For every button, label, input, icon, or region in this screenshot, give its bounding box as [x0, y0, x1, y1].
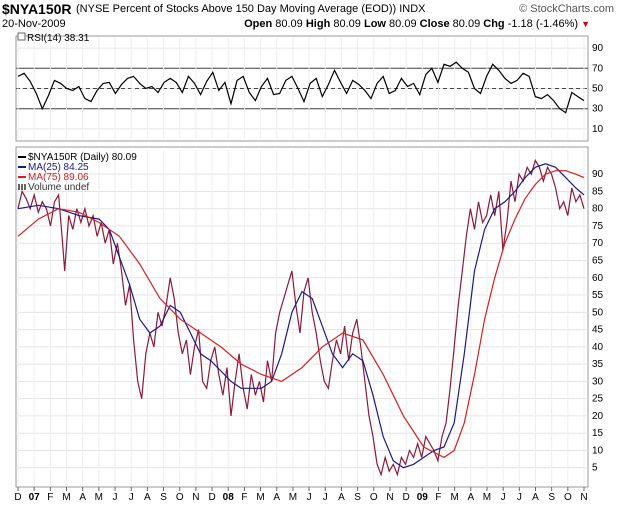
x-tick-label: S	[548, 492, 555, 503]
quote-date: 20-Nov-2009	[2, 18, 66, 30]
y-tick-label: 30	[592, 104, 604, 115]
x-tick-label: F	[47, 492, 53, 503]
x-tick-label: D	[14, 492, 21, 503]
x-tick-label: M	[62, 492, 70, 503]
series-line-ma-25-	[17, 163, 585, 469]
y-tick-label: 5	[592, 463, 598, 474]
x-tick-label: M	[483, 492, 491, 503]
symbol-description: (NYSE Percent of Stocks Above 150 Day Mo…	[76, 3, 426, 15]
x-tick-label: A	[532, 492, 539, 503]
x-tick-label: F	[241, 492, 247, 503]
x-tick-label: D	[208, 492, 215, 503]
x-tick-label: N	[386, 492, 393, 503]
y-tick-label: 90	[592, 43, 604, 54]
legend-price: $NYA150R (Daily) 80.09	[28, 152, 137, 163]
y-tick-label: 25	[592, 394, 604, 405]
x-tick-label: J	[307, 492, 312, 503]
y-tick-label: 60	[592, 273, 604, 284]
y-tick-label: 85	[592, 186, 604, 197]
brand-label[interactable]: © StockCharts.com	[519, 3, 614, 15]
y-tick-label: 30	[592, 376, 604, 387]
x-tick-label: J	[501, 492, 506, 503]
y-tick-label: 10	[592, 124, 604, 135]
x-tick-label: A	[273, 492, 280, 503]
legend-volume: Volume undef	[28, 182, 89, 193]
symbol-title: $NYA150R	[2, 1, 72, 17]
x-tick-label: J	[113, 492, 118, 503]
x-tick-label: 07	[29, 492, 41, 503]
y-tick-label: 70	[592, 238, 604, 249]
legend-volume-swatch	[18, 184, 20, 190]
x-tick-label: N	[580, 492, 587, 503]
y-tick-label: 15	[592, 428, 604, 439]
y-tick-label: 50	[592, 84, 604, 95]
x-tick-label: N	[192, 492, 199, 503]
x-tick-label: M	[289, 492, 297, 503]
price-panel: 5 10 15 20 25 30 35 40 45 50 55 60 65 70 75 80 85 90 D 07 F…	[14, 146, 604, 503]
y-tick-label: 40	[592, 342, 604, 353]
x-tick-label: F	[435, 492, 441, 503]
x-tick-label: A	[144, 492, 151, 503]
rsi-legend-icon	[17, 32, 26, 41]
series-line--nya150r-daily-	[17, 158, 585, 477]
x-tick-label: 08	[223, 492, 235, 503]
x-tick-label: M	[95, 492, 103, 503]
x-tick-label: 09	[417, 492, 429, 503]
y-tick-label: 20	[592, 411, 604, 422]
down-arrow-icon: ▼	[581, 19, 590, 29]
y-tick-label: 80	[592, 204, 604, 215]
y-tick-label: 90	[592, 169, 604, 180]
x-tick-label: O	[370, 492, 378, 503]
x-tick-label: M	[450, 492, 458, 503]
series-line-ma-75-	[17, 170, 585, 459]
x-tick-label: A	[467, 492, 474, 503]
x-tick-label: S	[354, 492, 361, 503]
x-tick-label: M	[256, 492, 264, 503]
legend-ma25: MA(25) 84.25	[28, 162, 89, 173]
y-tick-label: 45	[592, 325, 604, 336]
y-tick-label: 70	[592, 63, 604, 74]
y-tick-label: 75	[592, 221, 604, 232]
x-tick-label: J	[323, 492, 328, 503]
price-legend: $NYA150R (Daily) 80.09 MA(25) 84.25 MA(7…	[18, 152, 137, 193]
x-tick-label: O	[176, 492, 184, 503]
x-tick-label: A	[338, 492, 345, 503]
x-tick-label: J	[129, 492, 134, 503]
rsi-legend: RSI(14) 38.31	[27, 33, 90, 44]
x-tick-label: S	[160, 492, 167, 503]
rsi-panel: 10 30 50 70 90 RSI(14) 38.31	[15, 32, 604, 142]
y-tick-label: 55	[592, 290, 604, 301]
y-tick-label: 35	[592, 359, 604, 370]
x-tick-label: A	[79, 492, 86, 503]
y-tick-label: 65	[592, 256, 604, 267]
legend-ma75: MA(75) 89.06	[28, 172, 89, 183]
y-tick-label: 10	[592, 445, 604, 456]
y-tick-label: 50	[592, 307, 604, 318]
chart-header: $NYA150R (NYSE Percent of Stocks Above 1…	[0, 0, 620, 36]
x-tick-label: J	[517, 492, 522, 503]
quote-values: Open 80.09 High 80.09 Low 80.09 Close 80…	[244, 18, 590, 30]
x-tick-label: O	[564, 492, 572, 503]
x-tick-label: D	[402, 492, 409, 503]
series-line-rsi-14-	[17, 61, 585, 114]
